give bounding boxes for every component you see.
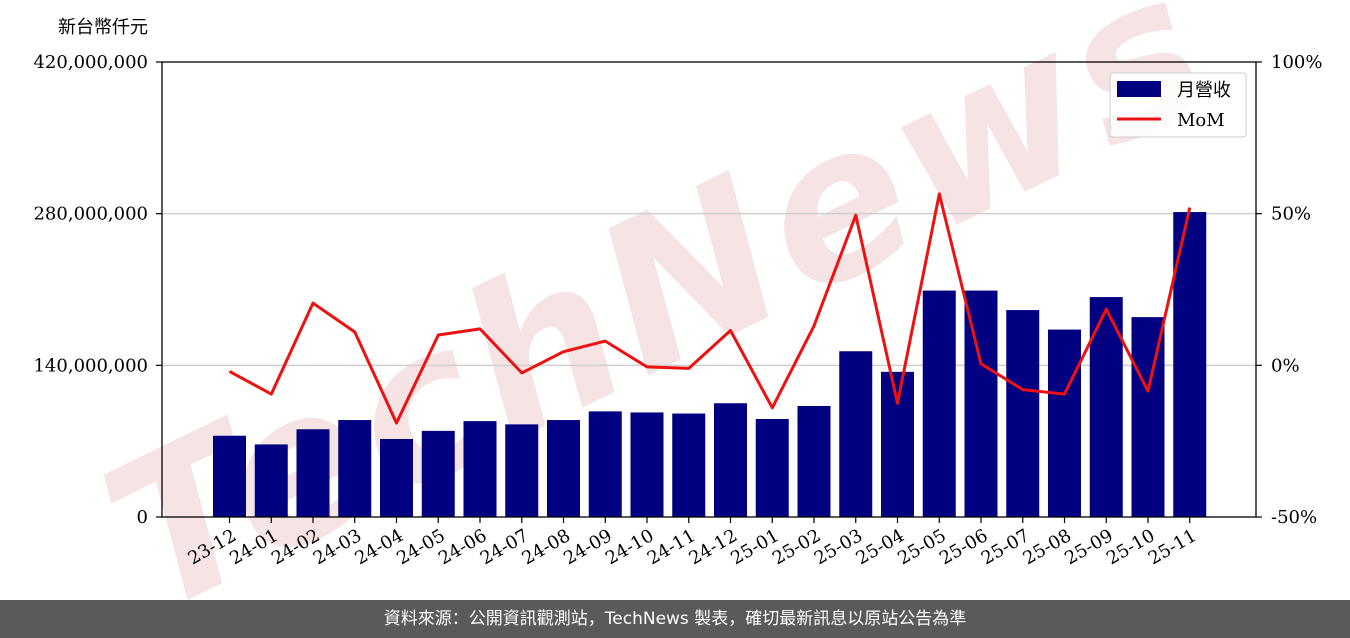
revenue-bar (338, 420, 372, 517)
revenue-bar (1173, 212, 1207, 517)
revenue-bar (421, 430, 455, 517)
plot-frame (161, 61, 1257, 518)
y2-tick-label: 0% (1271, 355, 1300, 376)
x-tick-label: 25-11 (1145, 525, 1200, 569)
y-tick-label: 0 (137, 507, 148, 528)
y-tick-label: 420,000,000 (33, 52, 148, 73)
revenue-bar (213, 435, 246, 517)
legend-line-label: MoM (1177, 110, 1225, 131)
mom-series (228, 192, 1192, 425)
revenue-bar (672, 413, 706, 517)
legend-bar-label: 月營收 (1177, 80, 1231, 101)
revenue-bar (922, 290, 956, 517)
revenue-bar (547, 420, 580, 517)
revenue-bar (1131, 317, 1165, 517)
y2-tick-label: 100% (1271, 52, 1322, 73)
revenue-bar (254, 444, 288, 517)
revenue-bar (755, 418, 789, 517)
revenue-bar (296, 429, 330, 517)
revenue-bar (797, 405, 831, 517)
revenue-bar (505, 424, 539, 517)
revenue-bar (1048, 329, 1081, 517)
chart: TechNews 新台幣仟元 0140,000,000280,000,00042… (33, 0, 1322, 600)
y-unit-label: 新台幣仟元 (58, 17, 148, 38)
footer-source-note: 資料來源：公開資訊觀測站，TechNews 製表，確切最新訊息以原站公告為準 (0, 600, 1350, 638)
revenue-bar (463, 421, 497, 517)
y-tick-label: 280,000,000 (33, 204, 148, 225)
y2-tick-label: 50% (1271, 204, 1311, 225)
y2-tick-label: -50% (1271, 507, 1317, 528)
revenue-bar (588, 411, 622, 517)
y-axis-ticks: 0 140,000,000 280,000,000 420,000,000 (33, 52, 162, 528)
revenue-bar (881, 371, 914, 517)
revenue-bar (1006, 310, 1040, 517)
revenue-bar (839, 351, 873, 517)
revenue-bar (380, 439, 413, 517)
y2-axis-ticks: -50% 0% 50% 100% (1256, 52, 1322, 528)
revenue-bar (964, 290, 998, 517)
mom-line (228, 192, 1192, 425)
revenue-bar (714, 403, 747, 517)
y-tick-label: 140,000,000 (33, 355, 148, 376)
legend-bar-swatch (1117, 81, 1161, 97)
legend: 月營收 MoM (1109, 72, 1247, 138)
revenue-bar (630, 412, 664, 517)
